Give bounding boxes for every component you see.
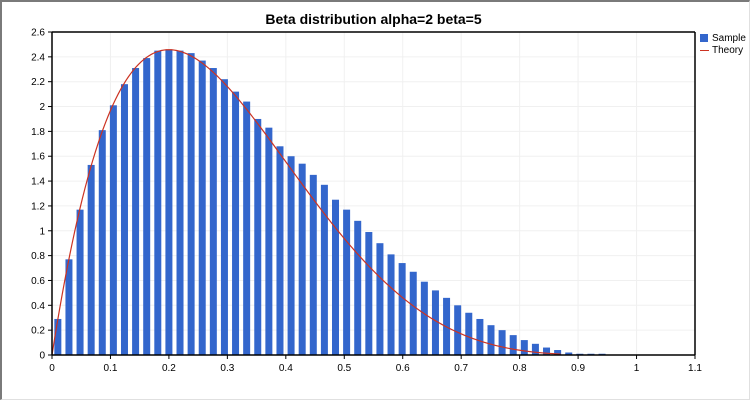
histogram-bar xyxy=(65,259,73,355)
legend-swatch-sample-icon xyxy=(700,34,708,42)
histogram-bar xyxy=(54,318,62,355)
x-tick-label: 1.1 xyxy=(688,363,702,374)
histogram-bar xyxy=(498,330,506,355)
histogram-bar xyxy=(209,68,217,356)
histogram-bar xyxy=(98,130,106,355)
histogram-bar xyxy=(287,156,295,355)
legend-item-theory: Theory xyxy=(700,44,746,56)
histogram-bar xyxy=(476,318,484,355)
histogram-bar xyxy=(87,164,95,355)
x-tick-label: 0.9 xyxy=(571,363,585,374)
histogram-bar xyxy=(376,243,384,355)
y-tick-label: 0.4 xyxy=(31,301,45,312)
y-tick-label: 2.6 xyxy=(31,28,45,39)
legend-label-sample: Sample xyxy=(712,32,746,44)
y-tick-label: 1.4 xyxy=(31,177,45,188)
y-tick-label: 0.8 xyxy=(31,251,45,262)
histogram-bar xyxy=(431,290,439,355)
histogram-bar xyxy=(120,84,128,355)
legend-label-theory: Theory xyxy=(712,44,744,56)
histogram-bar xyxy=(76,209,84,355)
histogram-bar xyxy=(454,305,462,355)
x-tick-label: 0 xyxy=(49,363,55,374)
histogram-bar xyxy=(320,184,328,355)
histogram-bar xyxy=(398,263,406,355)
histogram-bar xyxy=(520,340,528,355)
legend: Sample Theory xyxy=(700,32,746,56)
histogram-bar xyxy=(254,118,262,355)
histogram-bar xyxy=(565,352,573,355)
x-tick-label: 0.8 xyxy=(513,363,527,374)
y-tick-label: 2 xyxy=(39,102,45,113)
x-tick-label: 0.2 xyxy=(162,363,176,374)
histogram-bar xyxy=(343,209,351,355)
histogram-bar xyxy=(332,199,340,355)
y-tick-label: 1.2 xyxy=(31,201,45,212)
y-tick-label: 1.8 xyxy=(31,127,45,138)
legend-item-sample: Sample xyxy=(700,32,746,44)
histogram-bar xyxy=(165,49,173,356)
histogram-bar xyxy=(154,50,162,356)
theory-curve xyxy=(51,49,561,356)
histogram-bar xyxy=(365,232,373,355)
histogram-bar xyxy=(198,60,206,355)
chart-title: Beta distribution alpha=2 beta=5 xyxy=(265,11,482,27)
x-tick-label: 0.6 xyxy=(396,363,410,374)
histogram-bar xyxy=(354,220,362,355)
x-tick-label: 1 xyxy=(634,363,640,374)
y-tick-label: 0.6 xyxy=(31,276,45,287)
legend-line-theory-icon xyxy=(700,49,709,51)
y-tick-label: 1.6 xyxy=(31,152,45,163)
y-tick-label: 2.4 xyxy=(31,52,45,63)
histogram-bar xyxy=(232,91,240,355)
histogram-bar xyxy=(543,347,551,355)
x-tick-label: 0.1 xyxy=(104,363,118,374)
histogram-bar xyxy=(409,271,417,355)
x-tick-label: 0.7 xyxy=(454,363,468,374)
histogram-bar xyxy=(531,343,539,355)
histogram-bar xyxy=(420,281,428,355)
histogram-bar xyxy=(109,105,117,356)
histogram-bar xyxy=(176,50,184,356)
histogram-bar xyxy=(387,254,395,355)
histogram-bar xyxy=(276,146,284,355)
histogram-bar xyxy=(243,101,251,355)
histogram-bar xyxy=(487,325,495,355)
histogram-bar xyxy=(265,127,273,356)
x-tick-label: 0.3 xyxy=(220,363,234,374)
histogram-bar xyxy=(298,163,306,355)
histogram-bar xyxy=(220,79,228,355)
x-tick-label: 0.4 xyxy=(279,363,293,374)
y-tick-label: 0.2 xyxy=(31,326,45,337)
histogram-bar xyxy=(309,174,317,355)
histogram-bar xyxy=(187,53,195,355)
histogram-bar xyxy=(509,335,517,355)
histogram-bar xyxy=(554,350,562,355)
histogram-bar xyxy=(132,68,140,356)
y-tick-label: 2.2 xyxy=(31,77,45,88)
x-tick-label: 0.5 xyxy=(337,363,351,374)
histogram-bar xyxy=(143,58,151,355)
histogram-bar xyxy=(465,312,473,355)
y-tick-label: 1 xyxy=(39,226,45,237)
y-tick-label: 0 xyxy=(39,351,45,362)
